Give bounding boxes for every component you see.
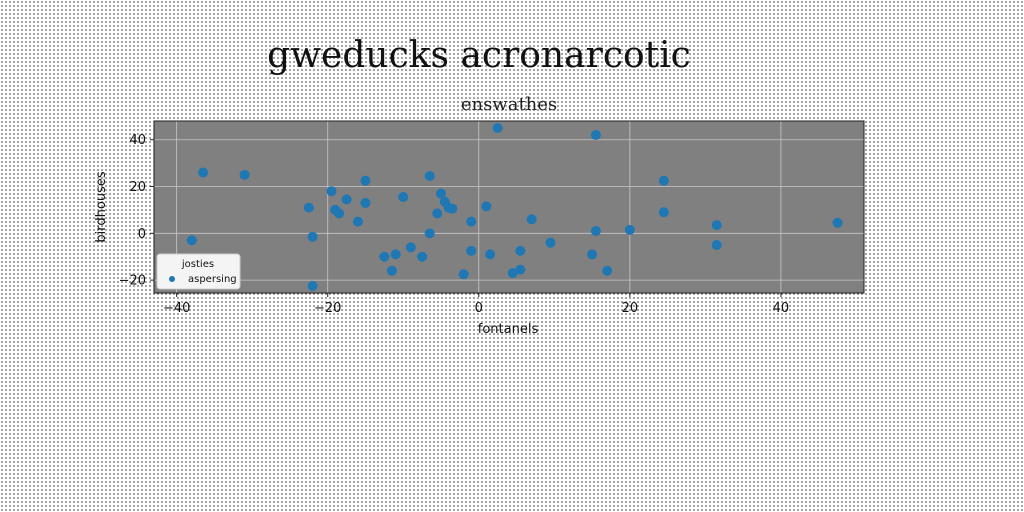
chart-title: enswathes xyxy=(461,94,557,115)
data-point xyxy=(341,194,352,205)
data-point xyxy=(711,240,722,251)
data-point xyxy=(390,249,401,260)
data-point xyxy=(447,203,458,214)
y-tick-label: 20 xyxy=(129,180,146,195)
legend: josties aspersing xyxy=(156,253,241,290)
plot-area xyxy=(154,121,864,293)
data-point xyxy=(658,207,669,218)
data-point xyxy=(515,245,526,256)
data-point xyxy=(379,251,390,262)
data-point xyxy=(326,186,337,197)
x-axis-label: fontanels xyxy=(478,322,539,337)
grid-lines xyxy=(154,121,864,293)
x-tick-label: 20 xyxy=(622,301,639,316)
chart-suptitle: gweducks acronarcotic xyxy=(267,35,691,76)
y-tick-label: −20 xyxy=(119,274,146,289)
data-point xyxy=(466,216,477,227)
y-axis: −20 0 20 40 xyxy=(119,133,154,289)
y-tick-label: 0 xyxy=(138,227,146,242)
data-point xyxy=(307,280,318,291)
data-point xyxy=(515,264,526,275)
data-point xyxy=(386,265,397,276)
data-point xyxy=(458,269,469,280)
y-tick-label: 40 xyxy=(129,133,146,148)
data-point xyxy=(587,249,598,260)
data-point xyxy=(405,242,416,253)
legend-title: josties xyxy=(181,259,214,270)
data-point xyxy=(198,167,209,178)
data-point xyxy=(832,217,843,228)
data-point xyxy=(481,201,492,212)
data-point xyxy=(590,130,601,141)
data-point xyxy=(602,265,613,276)
x-axis: −40 −20 0 20 40 xyxy=(163,293,789,316)
data-point xyxy=(417,251,428,262)
data-points xyxy=(186,123,843,291)
data-point xyxy=(303,202,314,213)
data-point xyxy=(590,225,601,236)
legend-entry-label: aspersing xyxy=(188,274,237,285)
data-point xyxy=(424,228,435,239)
data-point xyxy=(239,169,250,180)
data-point xyxy=(334,208,345,219)
data-point xyxy=(424,170,435,181)
data-point xyxy=(436,188,447,199)
data-point xyxy=(360,197,371,208)
data-point xyxy=(360,175,371,186)
data-point xyxy=(624,224,635,235)
data-point xyxy=(432,208,443,219)
plot-frame xyxy=(153,120,865,294)
x-tick-label: 0 xyxy=(475,301,483,316)
data-point xyxy=(485,249,496,260)
data-point xyxy=(507,268,518,279)
data-point xyxy=(466,245,477,256)
data-point xyxy=(398,192,409,203)
x-tick-label: −20 xyxy=(314,301,341,316)
data-point xyxy=(711,220,722,231)
data-point xyxy=(352,216,363,227)
data-point xyxy=(186,235,197,246)
x-tick-label: 40 xyxy=(773,301,790,316)
y-axis-label: birdhouses xyxy=(94,171,109,242)
x-tick-label: −40 xyxy=(163,301,190,316)
legend-marker xyxy=(169,276,175,282)
data-point xyxy=(492,123,503,134)
data-point xyxy=(658,175,669,186)
data-point xyxy=(545,237,556,248)
data-point xyxy=(307,231,318,242)
data-point xyxy=(526,214,537,225)
legend-box xyxy=(156,253,241,290)
